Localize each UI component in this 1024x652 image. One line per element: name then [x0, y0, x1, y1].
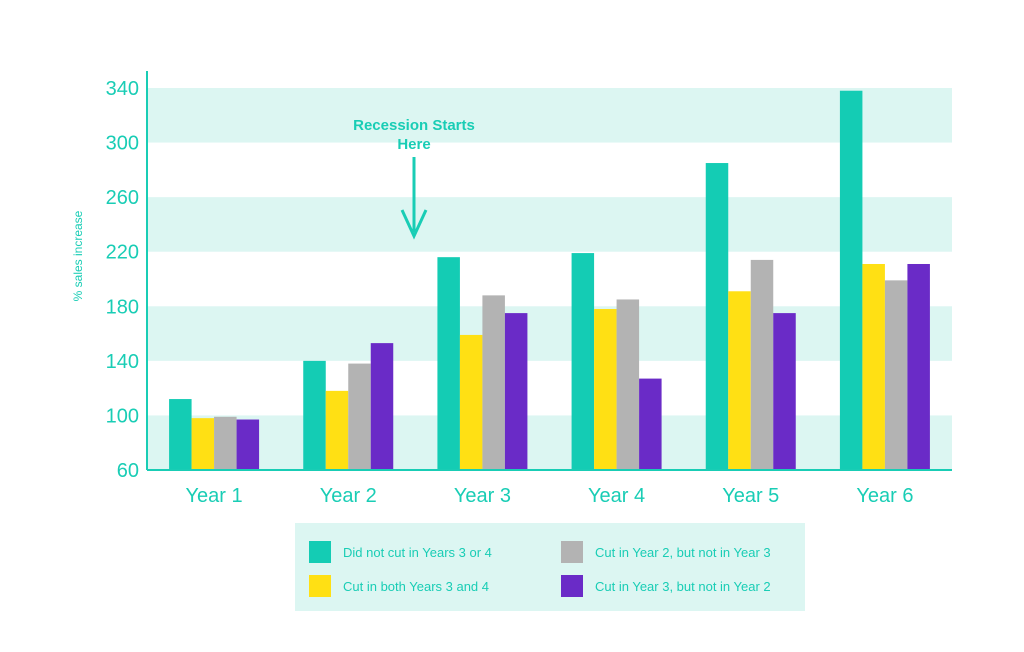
y-tick-label: 140	[106, 351, 139, 373]
bar-6-4	[907, 263, 930, 470]
bar-5-4	[773, 313, 796, 470]
annotation-line-2: Here	[397, 136, 430, 153]
x-tick-label: Year 5	[722, 485, 779, 507]
x-tick-label: Year 4	[588, 485, 645, 507]
bar-1-2	[191, 418, 215, 470]
legend-item: Cut in Year 3, but not in Year 2	[561, 574, 771, 598]
legend-label: Did not cut in Years 3 or 4	[343, 544, 492, 560]
grid-bands	[147, 88, 952, 470]
y-axis-label: % sales increase	[71, 210, 85, 301]
bar-2-2	[325, 390, 349, 470]
legend-label: Cut in Year 2, but not in Year 3	[595, 544, 771, 560]
y-tick-label: 100	[106, 405, 139, 427]
bar-1-4	[236, 419, 260, 470]
legend-item: Cut in both Years 3 and 4	[309, 574, 489, 598]
bar-6-1	[839, 90, 863, 470]
legend-swatch	[309, 575, 331, 597]
annotation-line-1: Recession Starts	[353, 117, 475, 134]
legend-item: Cut in Year 2, but not in Year 3	[561, 540, 771, 564]
axes	[146, 71, 952, 471]
y-tick-labels: 60 100 140 180 220 260 300 340	[106, 78, 139, 482]
legend-swatch	[561, 575, 583, 597]
x-tick-label: Year 1	[186, 485, 243, 507]
bar-2-4	[370, 343, 394, 470]
y-tick-label: 220	[106, 242, 139, 264]
x-tick-label: Year 6	[856, 485, 913, 507]
y-tick-label: 340	[106, 78, 139, 100]
bar-4-4	[639, 378, 662, 470]
recession-annotation: Recession Starts Here	[353, 117, 475, 240]
bar-5-1	[705, 163, 729, 471]
y-tick-label: 180	[106, 296, 139, 318]
y-tick-label: 60	[117, 460, 139, 482]
legend-swatch	[309, 541, 331, 563]
arrow-head	[400, 209, 428, 240]
grid-band	[147, 415, 952, 470]
grid-band	[147, 306, 952, 361]
bar-1-1	[169, 399, 192, 470]
bar-4-2	[594, 309, 617, 470]
legend: Did not cut in Years 3 or 4 Cut in both Y…	[295, 523, 805, 611]
bar-5-2	[728, 291, 751, 470]
bar-6-2	[862, 263, 885, 470]
bar-4-1	[571, 253, 595, 470]
legend-swatch	[561, 541, 583, 563]
bar-3-1	[437, 257, 460, 470]
bars	[169, 90, 930, 471]
bar-3-2	[459, 334, 483, 470]
legend-label: Cut in both Years 3 and 4	[343, 578, 490, 594]
x-tick-label: Year 3	[454, 485, 511, 507]
bar-2-1	[303, 360, 326, 470]
bar-6-3	[884, 280, 908, 470]
bar-1-3	[214, 416, 237, 470]
y-tick-label: 260	[106, 187, 139, 209]
bar-3-3	[482, 295, 505, 470]
grid-band	[147, 88, 952, 143]
y-tick-label: 300	[106, 133, 139, 155]
arrow-down-icon	[400, 157, 428, 240]
legend-label: Cut in Year 3, but not in Year 2	[595, 578, 771, 594]
bar-4-3	[616, 299, 640, 470]
grid-band	[147, 197, 952, 252]
legend-item: Did not cut in Years 3 or 4	[309, 540, 492, 564]
bar-3-4	[504, 313, 528, 470]
x-tick-label: Year 2	[320, 485, 377, 507]
bar-5-3	[750, 259, 774, 470]
bar-2-3	[348, 363, 371, 470]
x-tick-labels: Year 1 Year 2 Year 3 Year 4 Year 5 Year 6	[186, 485, 914, 507]
